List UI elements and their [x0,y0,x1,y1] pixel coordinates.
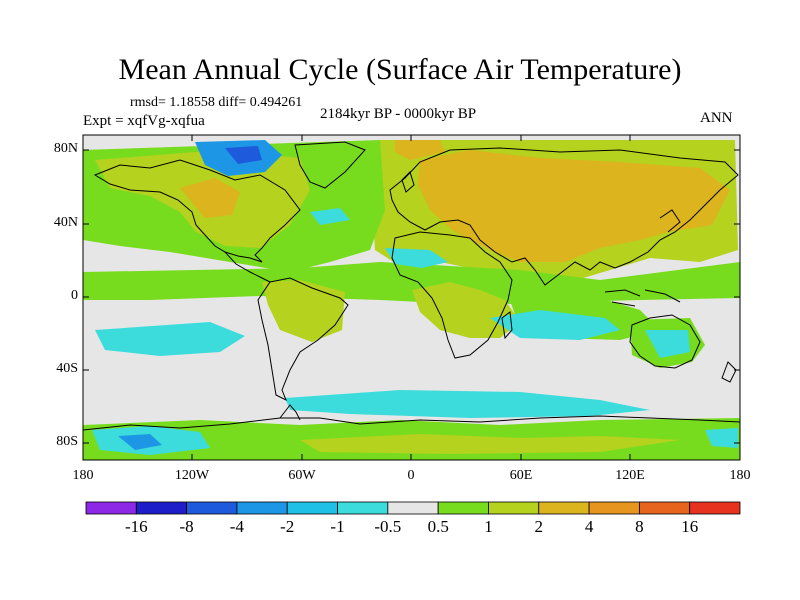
colorbar-label: -8 [179,517,194,536]
colorbar-box [387,501,439,515]
colorbar-label: 16 [681,517,699,536]
anomaly-region-canada-cold-core [225,146,262,164]
lat-label-80n: 80N [53,141,78,156]
anomaly-region-antarctica-warm [300,434,680,454]
anomaly-region-eurasia-core [418,150,730,262]
lon-label-180e: 180 [729,468,751,483]
coast-australia [629,314,701,369]
anomaly-region-arctic-warm [395,140,445,160]
colorbar-box [638,501,691,515]
coastlines [83,141,740,431]
coast-africa [391,231,513,359]
colorbar-box [588,501,640,515]
coast-north-america [93,159,301,263]
colorbar-box [286,501,338,515]
lon-label-180w: 180 [72,468,94,483]
colorbar-box [186,501,238,515]
colorbar-label: 4 [584,517,594,536]
colorbar-label: 1 [484,517,493,536]
anomaly-region-tropics-north [83,262,740,305]
anomaly-region-antarctica-cold-core [118,434,162,450]
coast-antarctic-peninsula [279,404,301,421]
anomaly-region-atlantic-north-cold [310,208,350,225]
coast-central-america [224,251,271,283]
coast-japan [659,209,681,233]
anomaly-region-indian-ocean-cold [490,310,620,340]
anomaly-region-southern-ocean-cold [285,390,650,418]
colorbar-label: 2 [534,517,544,536]
colorbar-label: -16 [124,517,148,536]
lat-label-40n: 40N [53,215,78,230]
stats-text: rmsd= 1.18558 diff= 0.494261 [130,95,303,110]
colorbar-label: -2 [280,517,295,536]
lat-label-0: 0 [71,288,78,303]
colorbar-box [85,501,137,515]
experiment-label: Expt = xqfVg-xqfua [83,113,205,129]
coast-greenland [294,141,366,189]
colorbar-box [337,501,389,515]
anomaly-region-pacific-cold [95,322,245,356]
axis-ticks [82,135,741,460]
colorbar-label: -0.5 [374,517,402,536]
anomaly-region-atlantic-cold [385,248,448,268]
colorbar-label: -1 [330,517,345,536]
lon-label-120e: 120E [615,468,645,483]
lon-label-60w: 60W [288,468,316,483]
anomaly-region-north-america-core [180,178,240,218]
colorbar-box [689,501,741,515]
anomaly-region-south-america [262,280,345,342]
anomaly-region-antarctica-cold-east [705,428,738,448]
coast-new-zealand [721,361,737,383]
colorbar [85,501,741,515]
coast-antarctica [83,415,740,431]
lat-label-80s: 80S [56,434,78,449]
colorbar-box [488,501,540,515]
lon-label-60e: 60E [509,468,533,483]
anomaly-region-australia-cold [645,330,690,358]
colorbar-box [538,501,590,515]
coast-south-america [257,277,349,402]
coast-uk [401,171,415,193]
anomaly-field [83,135,740,460]
colorbar-box [437,501,489,515]
lon-label-0: 0 [407,468,415,483]
coast-indonesia [604,289,681,307]
colorbar-label: 8 [635,517,644,536]
colorbar-box [236,501,288,515]
coast-madagascar [501,311,513,340]
lat-label-40s: 40S [56,361,78,376]
colorbar-label: -4 [229,517,244,536]
period-label: 2184kyr BP - 0000kyr BP [320,106,477,122]
coast-eurasia [389,147,739,286]
colorbar-label: 0.5 [427,517,449,536]
map-title: Mean Annual Cycle (Surface Air Temperatu… [118,53,682,86]
season-label: ANN [700,110,733,126]
lon-label-120w: 120W [174,468,210,483]
anomaly-region-africa [412,282,520,338]
colorbar-box [135,501,188,515]
